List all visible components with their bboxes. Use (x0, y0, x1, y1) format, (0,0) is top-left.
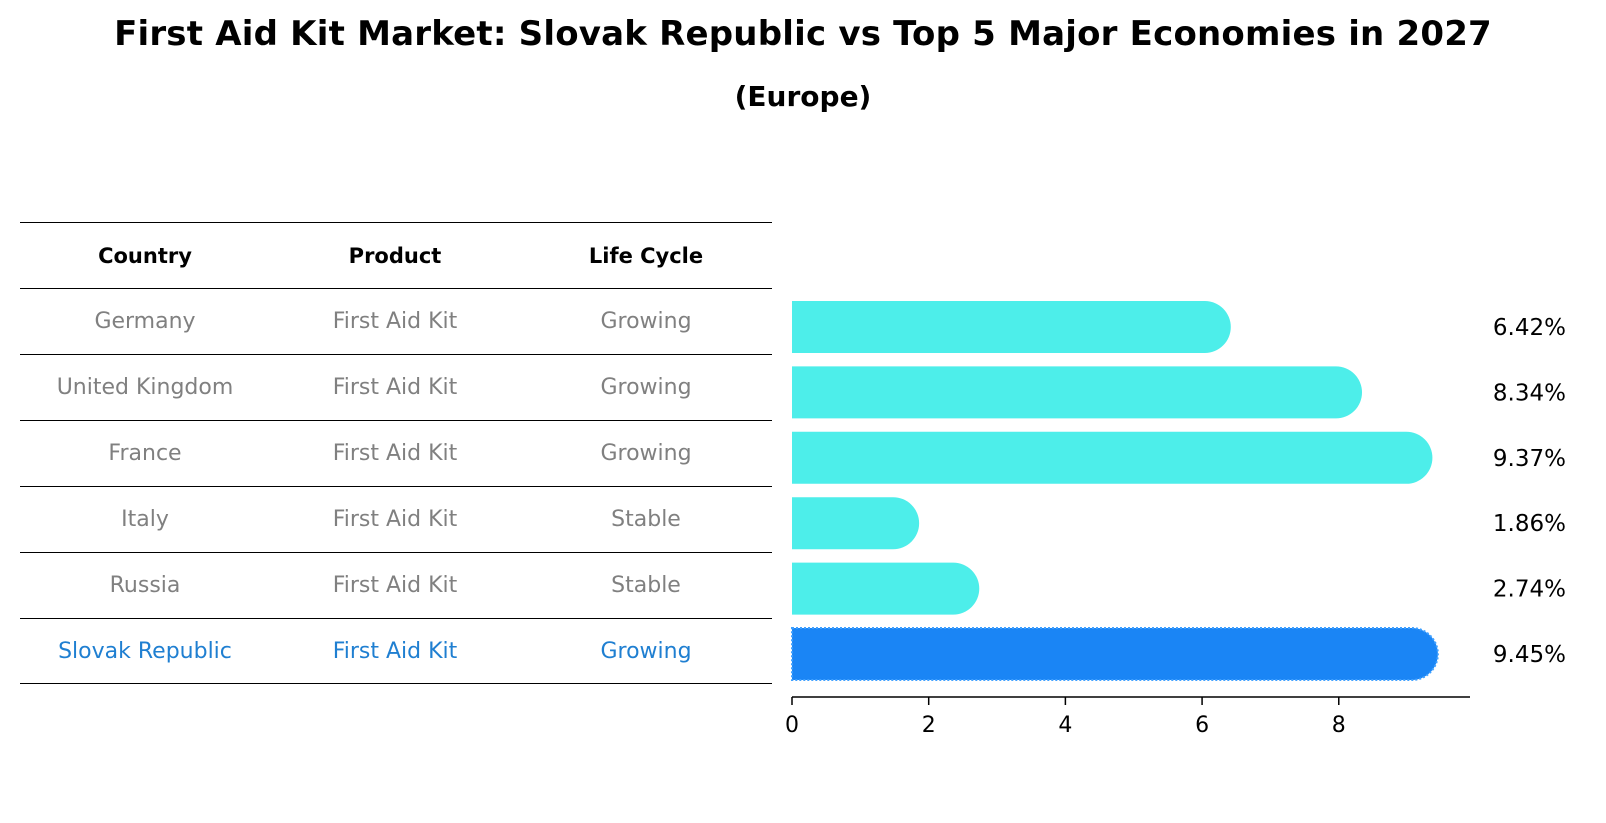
country-cell: Germany (94, 309, 196, 334)
column-header-country: Country (98, 243, 192, 268)
life-cycle-cell: Growing (600, 638, 692, 664)
table-row: Italy First Aid Kit Stable (20, 486, 772, 552)
x-tick-label: 0 (785, 713, 799, 738)
data-label: 9.37% (1493, 446, 1566, 472)
x-tick-label: 2 (922, 713, 936, 738)
x-tick-label: 4 (1058, 713, 1072, 738)
data-label: 2.74% (1493, 577, 1566, 603)
country-cell: France (108, 441, 182, 466)
bar-highlighted (791, 627, 1439, 681)
bar (792, 562, 980, 615)
table-row: United Kingdom First Aid Kit Growing (20, 354, 772, 420)
bar (792, 497, 920, 550)
bar (792, 301, 1231, 353)
product-cell: First Aid Kit (332, 441, 458, 466)
product-cell: First Aid Kit (332, 309, 458, 334)
life-cycle-cell: Growing (600, 375, 692, 400)
table-row: Germany First Aid Kit Growing (20, 288, 772, 354)
table-header-row: Country Product Life Cycle (20, 222, 772, 288)
chart-title: First Aid Kit Market: Slovak Republic vs… (114, 14, 1492, 54)
product-cell: First Aid Kit (332, 638, 458, 664)
bar (792, 431, 1433, 484)
table-row-highlighted: Slovak Republic First Aid Kit Growing (20, 618, 772, 684)
table-row: Russia First Aid Kit Stable (20, 552, 772, 618)
country-cell: Russia (109, 573, 181, 598)
bar (792, 366, 1363, 419)
data-label: 8.34% (1493, 380, 1566, 406)
x-tick-label: 8 (1332, 713, 1346, 738)
table-row: France First Aid Kit Growing (20, 420, 772, 486)
life-cycle-cell: Growing (600, 309, 692, 334)
column-header-product: Product (348, 243, 442, 268)
data-table: Country Product Life Cycle Germany First… (20, 222, 772, 684)
data-label: 1.86% (1493, 511, 1566, 537)
product-cell: First Aid Kit (332, 573, 458, 598)
x-tick-label: 6 (1195, 713, 1209, 738)
country-cell: United Kingdom (56, 375, 234, 400)
data-label: 6.42% (1493, 315, 1566, 341)
country-cell: Italy (121, 507, 169, 532)
country-cell: Slovak Republic (58, 638, 232, 664)
product-cell: First Aid Kit (332, 375, 458, 400)
chart-subtitle: (Europe) (734, 80, 872, 113)
data-label: 9.45% (1493, 642, 1566, 668)
life-cycle-cell: Stable (611, 573, 681, 598)
life-cycle-cell: Growing (600, 441, 692, 466)
product-cell: First Aid Kit (332, 507, 458, 532)
life-cycle-cell: Stable (611, 507, 681, 532)
column-header-life-cycle: Life Cycle (588, 243, 704, 268)
